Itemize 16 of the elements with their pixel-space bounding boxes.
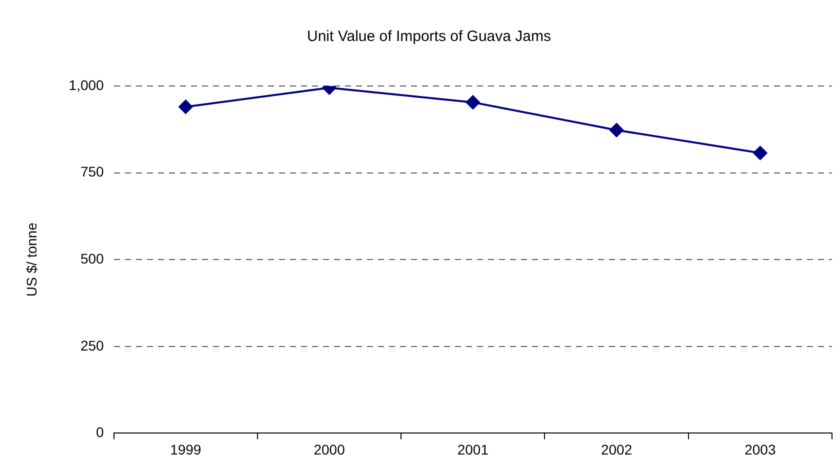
y-tick-label: 1,000 [68, 76, 104, 93]
y-tick-label: 0 [96, 424, 104, 440]
chart-title: Unit Value of Imports of Guava Jams [307, 28, 551, 46]
y-tick-label: 500 [80, 250, 104, 266]
point [466, 95, 480, 110]
x-tick-label: 2000 [314, 441, 346, 458]
y-tick-label: 750 [80, 164, 104, 180]
y-tick-label: 250 [80, 337, 104, 354]
y-axis-title: US $/ tonne [23, 222, 40, 297]
point [610, 123, 624, 138]
point [178, 100, 193, 114]
x-tick-label: 1999 [170, 441, 202, 458]
x-tick-label: 2002 [600, 441, 632, 458]
x-tick-label: 2001 [457, 441, 489, 458]
x-tick-label: 2003 [744, 441, 776, 458]
point [753, 146, 768, 160]
